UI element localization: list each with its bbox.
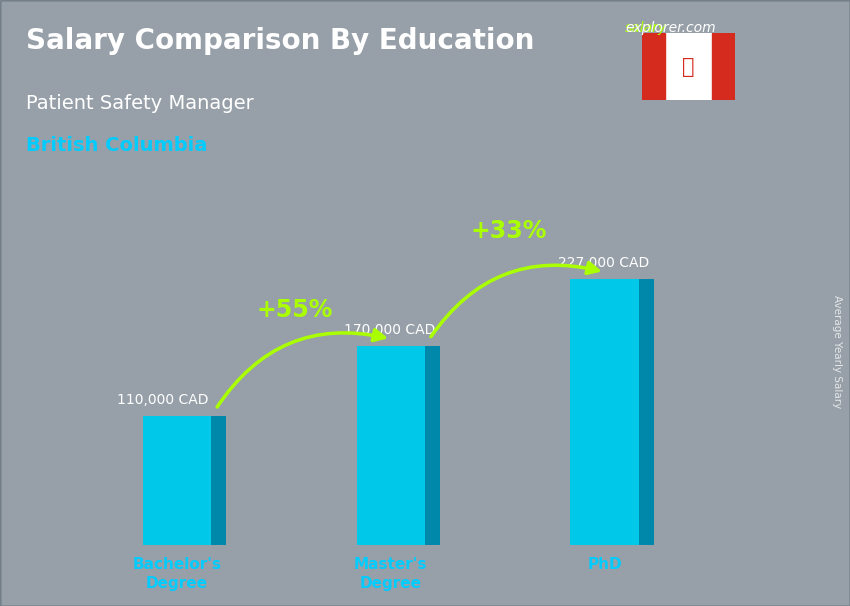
- Text: 170,000 CAD: 170,000 CAD: [344, 322, 435, 336]
- Text: 110,000 CAD: 110,000 CAD: [117, 393, 209, 407]
- Text: salary: salary: [625, 21, 667, 35]
- Polygon shape: [639, 279, 654, 545]
- Bar: [143, 416, 212, 545]
- Text: British Columbia: British Columbia: [26, 136, 207, 155]
- Bar: [570, 279, 639, 545]
- Bar: [711, 33, 735, 100]
- Bar: [642, 33, 665, 100]
- Bar: [357, 346, 425, 545]
- Text: +55%: +55%: [257, 298, 333, 322]
- Text: +33%: +33%: [470, 219, 547, 243]
- Text: Average Yearly Salary: Average Yearly Salary: [832, 295, 842, 408]
- Polygon shape: [212, 416, 226, 545]
- Text: 🍁: 🍁: [683, 56, 694, 77]
- Text: Patient Safety Manager: Patient Safety Manager: [26, 94, 253, 113]
- Polygon shape: [425, 346, 440, 545]
- Text: 227,000 CAD: 227,000 CAD: [558, 256, 649, 270]
- Text: Salary Comparison By Education: Salary Comparison By Education: [26, 27, 534, 55]
- Text: explorer.com: explorer.com: [626, 21, 717, 35]
